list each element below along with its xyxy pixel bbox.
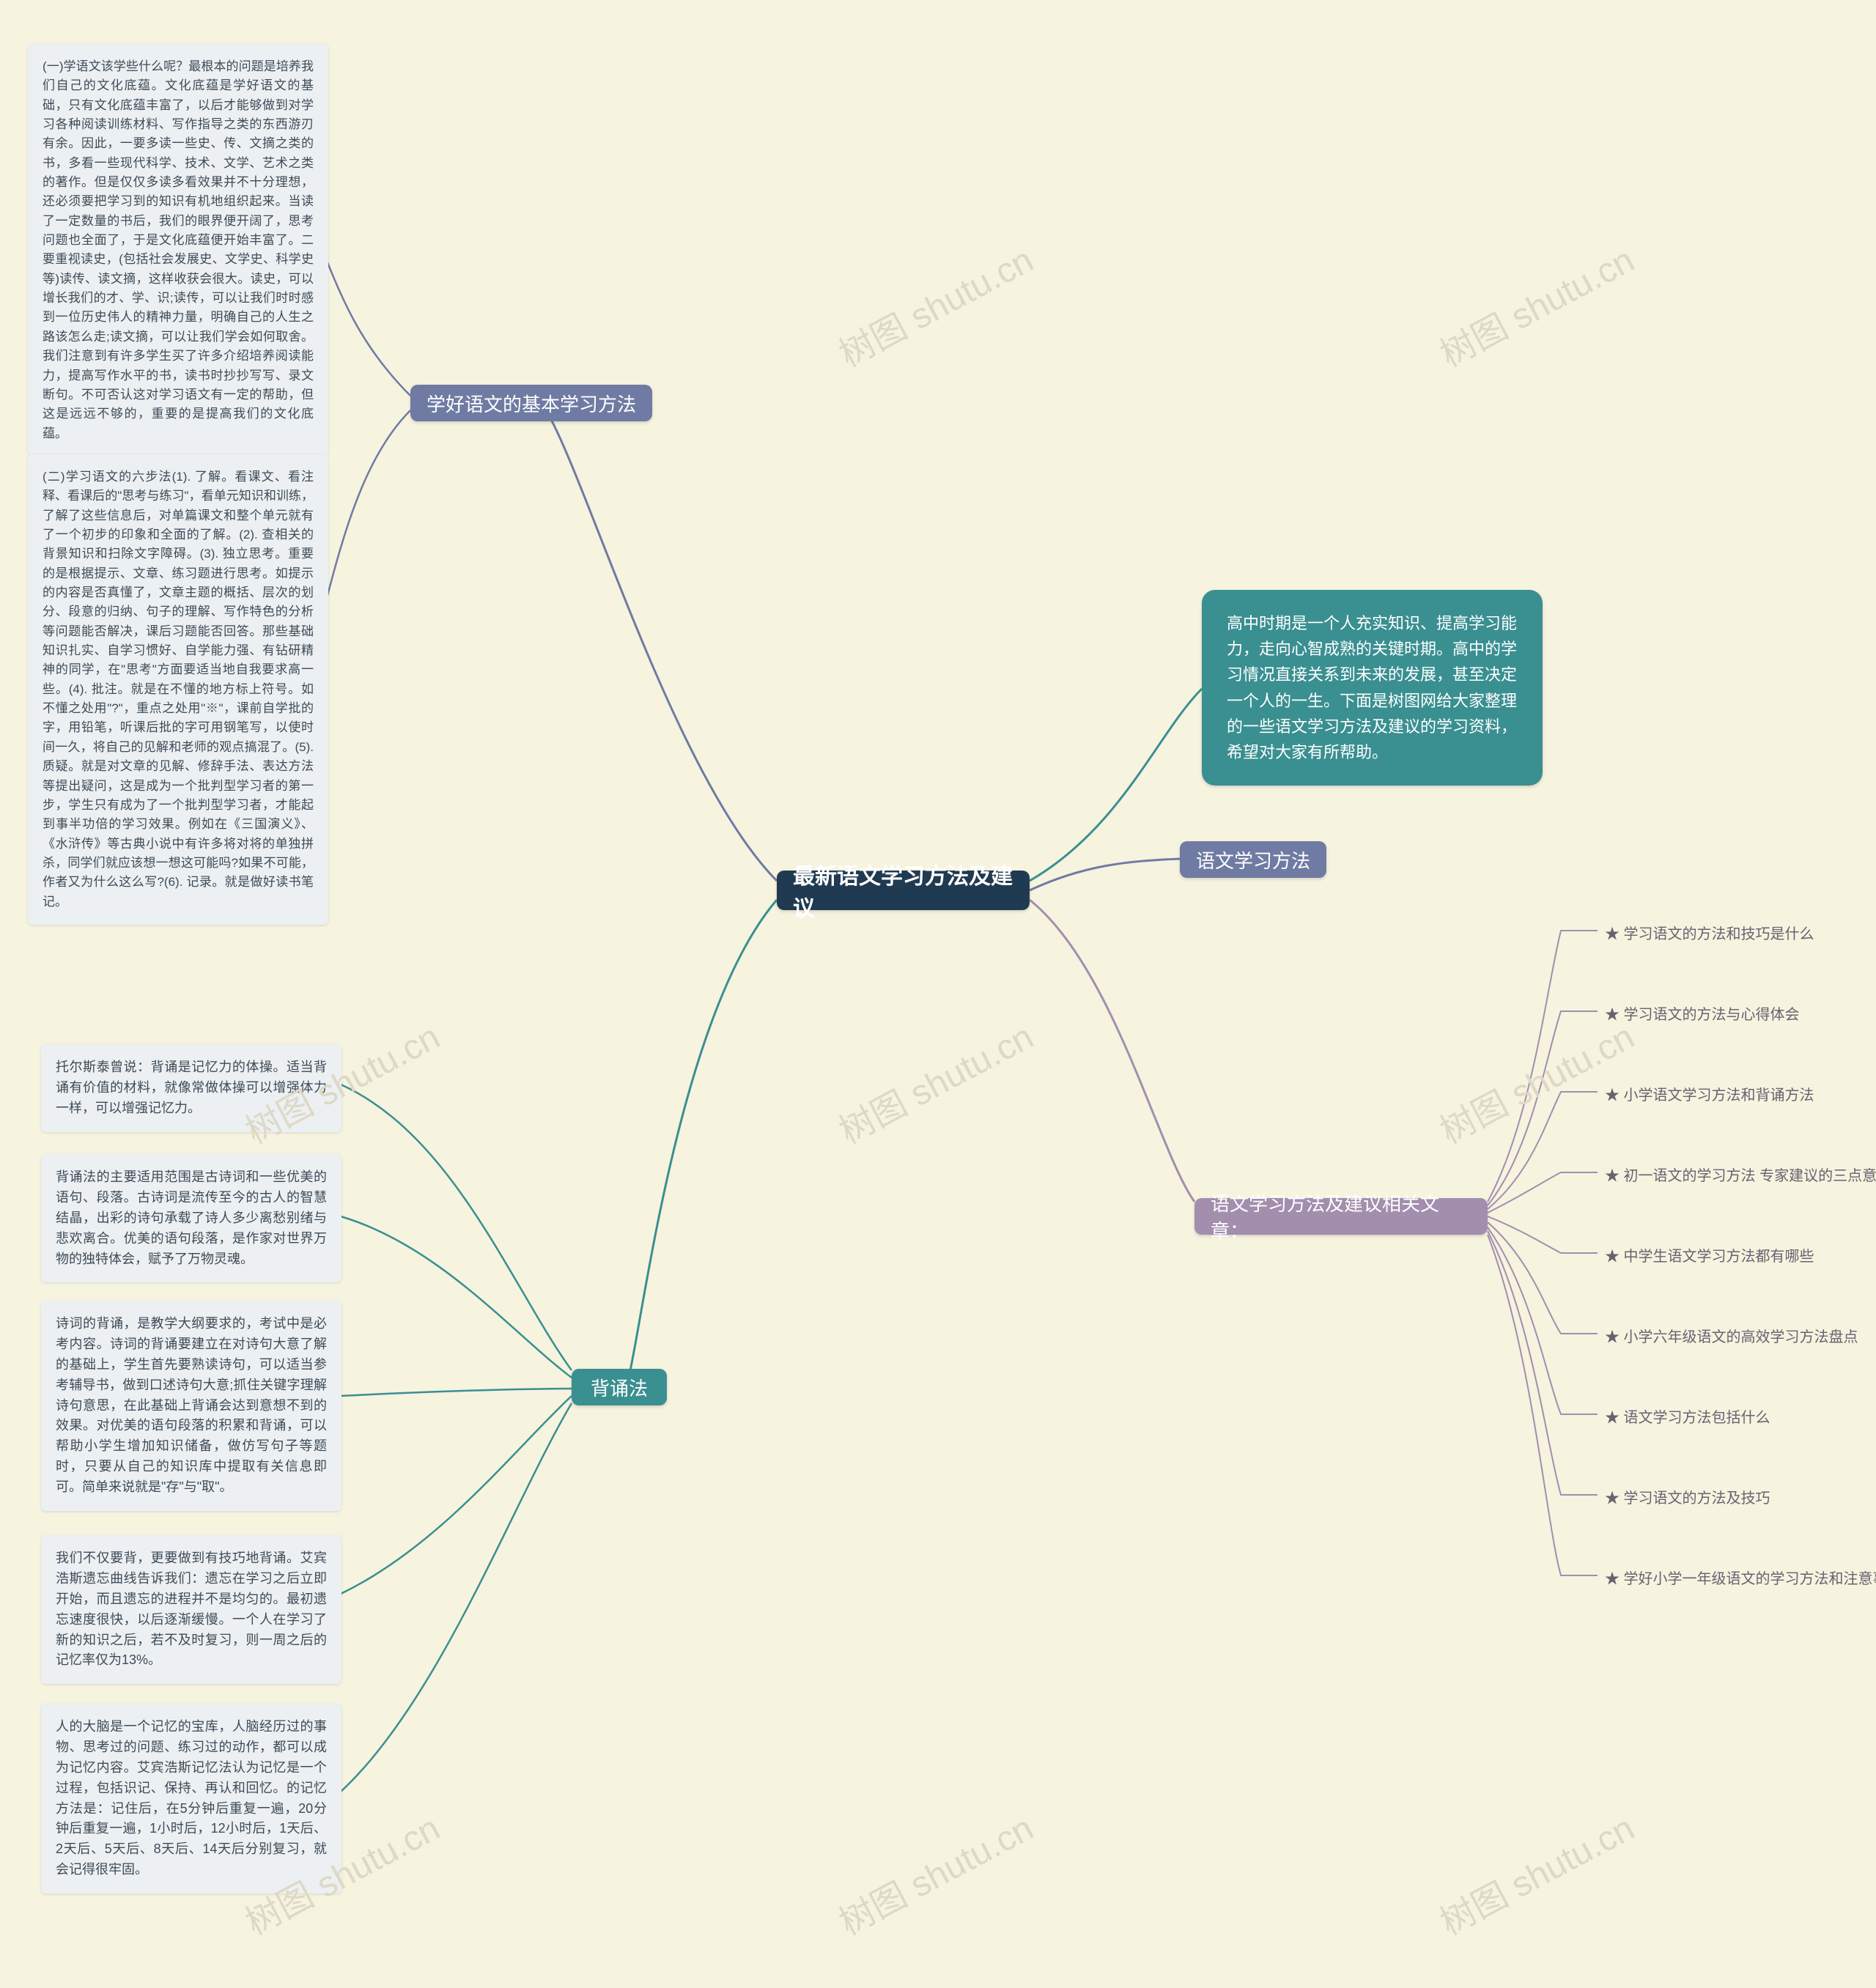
- watermark: 树图 shutu.cn: [829, 1800, 1041, 1945]
- related-item-2: ★ 小学语文学习方法和背诵方法: [1605, 1083, 1814, 1104]
- root-node: 最新语文学习方法及建议: [777, 871, 1030, 910]
- recite-text-1: 托尔斯泰曾说：背诵是记忆力的体操。适当背诵有价值的材料，就像常做体操可以增强体力…: [41, 1044, 341, 1132]
- watermark: 树图 shutu.cn: [829, 1008, 1041, 1153]
- related-item-8: ★ 学好小学一年级语文的学习方法和注意事项: [1605, 1567, 1876, 1588]
- related-item-6: ★ 语文学习方法包括什么: [1605, 1405, 1770, 1427]
- basic-text-2: (二)学习语文的六步法(1). 了解。看课文、看注释、看课后的"思考与练习"，看…: [28, 454, 328, 925]
- recite-text-3: 诗词的背诵，是教学大纲要求的，考试中是必考内容。诗词的背诵要建立在对诗句大意了解…: [41, 1301, 341, 1511]
- recite-text-2: 背诵法的主要适用范围是古诗词和一些优美的语句、段落。古诗词是流传至今的古人的智慧…: [41, 1154, 341, 1282]
- related-item-4: ★ 中学生语文学习方法都有哪些: [1605, 1244, 1814, 1265]
- related-item-3: ★ 初一语文的学习方法 专家建议的三点意见: [1605, 1164, 1876, 1185]
- recite-text-4: 我们不仅要背，更要做到有技巧地背诵。艾宾浩斯遗忘曲线告诉我们：遗忘在学习之后立即…: [41, 1535, 341, 1684]
- watermark: 树图 shutu.cn: [1430, 1800, 1642, 1945]
- related-item-1: ★ 学习语文的方法与心得体会: [1605, 1002, 1800, 1024]
- related-item-5: ★ 小学六年级语文的高效学习方法盘点: [1605, 1325, 1858, 1346]
- watermark: 树图 shutu.cn: [1430, 1008, 1642, 1153]
- branch-basic: 学好语文的基本学习方法: [410, 385, 652, 421]
- recite-text-5: 人的大脑是一个记忆的宝库，人脑经历过的事物、思考过的问题、练习过的动作，都可以成…: [41, 1704, 341, 1893]
- related-item-7: ★ 学习语文的方法及技巧: [1605, 1486, 1770, 1507]
- branch-related: 语文学习方法及建议相关文章：: [1194, 1198, 1488, 1235]
- related-item-0: ★ 学习语文的方法和技巧是什么: [1605, 922, 1814, 943]
- watermark: 树图 shutu.cn: [829, 232, 1041, 377]
- intro-node: 高中时期是一个人充实知识、提高学习能力，走向心智成熟的关键时期。高中的学习情况直…: [1202, 590, 1543, 786]
- watermark: 树图 shutu.cn: [1430, 232, 1642, 377]
- branch-method: 语文学习方法: [1180, 841, 1326, 878]
- basic-text-1: (一)学语文该学些什么呢？最根本的问题是培养我们自己的文化底蕴。文化底蕴是学好语…: [28, 44, 328, 457]
- branch-recite: 背诵法: [572, 1369, 667, 1405]
